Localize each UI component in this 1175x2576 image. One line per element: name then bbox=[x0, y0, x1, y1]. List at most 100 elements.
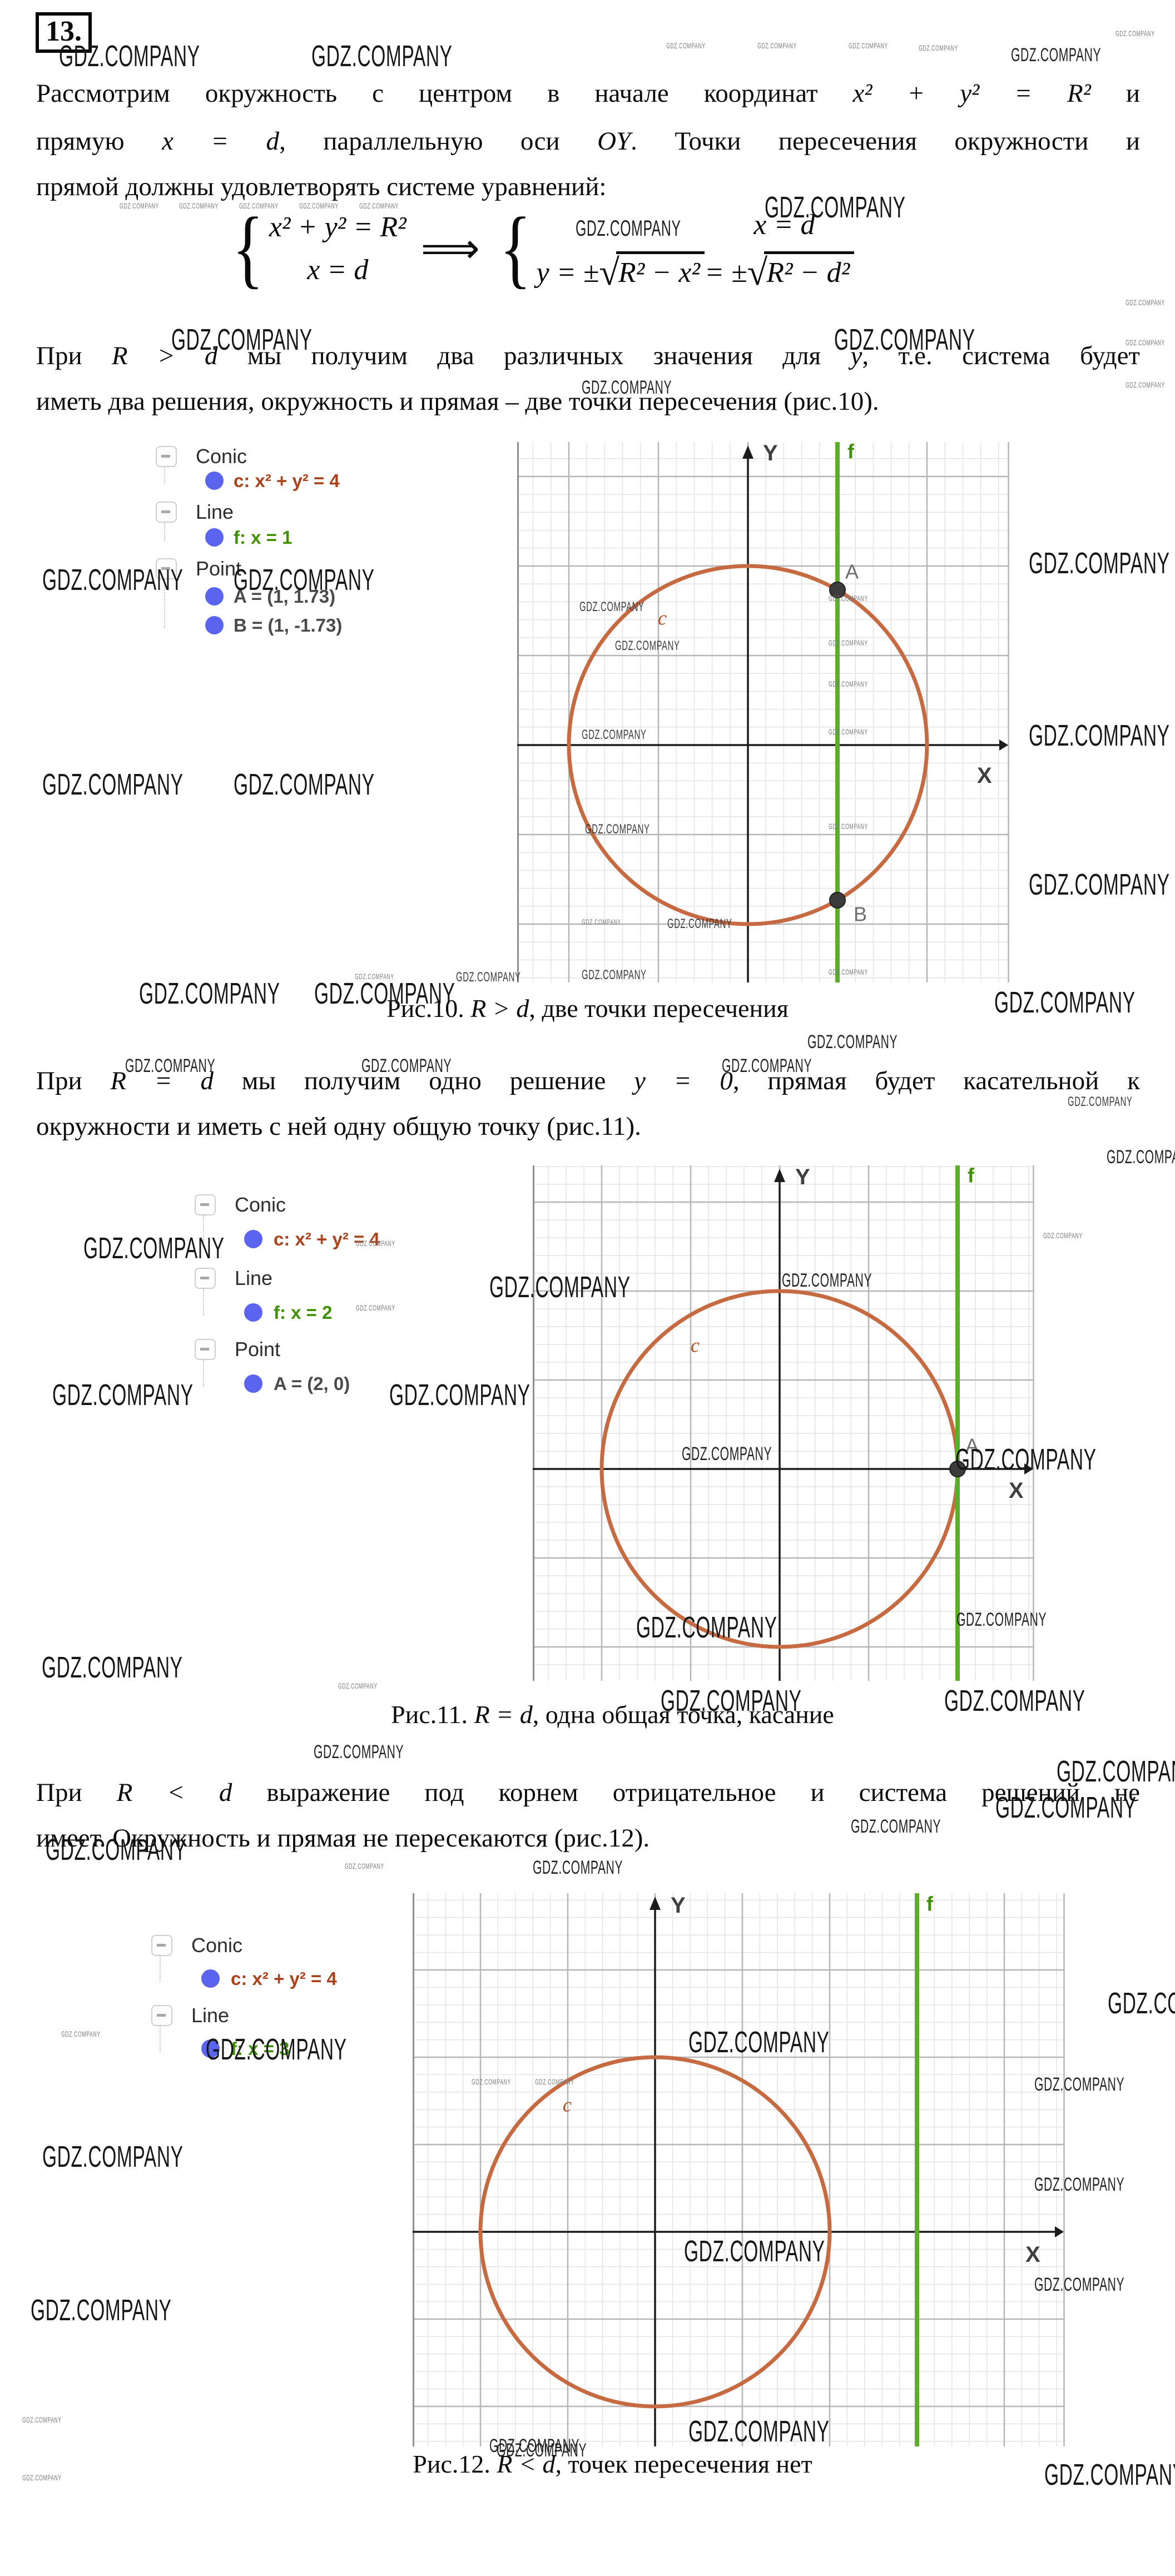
body-text: , точек пересечения нет bbox=[555, 2450, 812, 2478]
watermark: GDZ.COMPANY bbox=[582, 377, 672, 398]
equation-right-row1: GDZ.COMPANY x = d bbox=[576, 209, 815, 241]
math-text: R < d bbox=[497, 2450, 556, 2478]
legend-collapse-minus-icon bbox=[151, 2005, 172, 2026]
watermark: GDZ.COMPANY bbox=[1044, 2458, 1175, 2491]
body-text: прямую bbox=[36, 127, 162, 156]
legend-collapse-minus-icon bbox=[156, 446, 177, 467]
plot-label-f: f bbox=[968, 1165, 975, 1187]
watermark: GDZ.COMPANY bbox=[31, 2294, 172, 2327]
p3-line1: При R = d мы получим одно решение y = 0,… bbox=[36, 1065, 1140, 1097]
watermark: GDZ.COMPANY bbox=[829, 727, 868, 736]
caption-fig10: Рис.10. R > d, две точки пересечения bbox=[0, 993, 1175, 1024]
watermark: GDZ.COMPANY bbox=[955, 1443, 1097, 1476]
math-text: x² + y² = R² bbox=[852, 79, 1091, 108]
body-text: мы получим одно решение bbox=[213, 1066, 634, 1095]
intersection-point bbox=[829, 892, 846, 909]
watermark: GDZ.COMPANY bbox=[1029, 868, 1170, 901]
watermark: GDZ.COMPANY bbox=[851, 1816, 941, 1837]
legend-marble-icon bbox=[201, 2039, 220, 2058]
legend-marble-icon bbox=[205, 528, 224, 547]
watermark: GDZ.COMPANY bbox=[666, 41, 706, 50]
body-text: , т.е. система будет bbox=[862, 341, 1140, 370]
plot-label-f: f bbox=[847, 442, 855, 463]
legend-section-header: Conic bbox=[235, 1193, 286, 1216]
math-text: R = d bbox=[110, 1066, 214, 1095]
watermark: GDZ.COMPANY bbox=[61, 2029, 101, 2038]
watermark: GDZ.COMPANY bbox=[1126, 298, 1165, 307]
legend-marble-icon bbox=[205, 616, 224, 634]
watermark: GDZ.COMPANY bbox=[42, 768, 184, 801]
watermark: GDZ.COMPANY bbox=[46, 1833, 187, 1867]
legend-item: c: x² + y² = 4 bbox=[231, 1968, 337, 1989]
watermark: GDZ.COMPANY bbox=[533, 1857, 623, 1878]
watermark: GDZ.COMPANY bbox=[944, 1684, 1085, 1718]
legend-item: A = (1, 1.73) bbox=[234, 586, 336, 607]
watermark: GDZ.COMPANY bbox=[615, 638, 680, 653]
legend-tree-line bbox=[160, 2026, 161, 2052]
legend-item: A = (2, 0) bbox=[274, 1373, 350, 1394]
watermark: GDZ.COMPANY bbox=[579, 599, 644, 614]
legend-collapse-minus-icon bbox=[156, 502, 177, 523]
plot-label-A: A bbox=[965, 1434, 979, 1457]
plot-label-Y: Y bbox=[763, 442, 778, 465]
watermark: GDZ.COMPANY bbox=[179, 201, 219, 210]
watermark: GDZ.COMPANY bbox=[234, 563, 375, 597]
legend-tree-line bbox=[164, 579, 165, 628]
watermark: GDZ.COMPANY bbox=[22, 2415, 62, 2424]
watermark: GDZ.COMPANY bbox=[688, 2415, 830, 2448]
body-text: При bbox=[36, 341, 112, 370]
body-text: окружности и иметь с ней одну общую точк… bbox=[36, 1112, 641, 1141]
legend-collapse-minus-icon bbox=[195, 1268, 216, 1289]
watermark: GDZ.COMPANY bbox=[1043, 1231, 1083, 1240]
radical-sign: √ bbox=[599, 252, 619, 293]
legend-marble-icon bbox=[244, 1230, 262, 1248]
legend-item: f: x = 3 bbox=[231, 2038, 290, 2059]
watermark: GDZ.COMPANY bbox=[355, 972, 394, 981]
watermark: GDZ.COMPANY bbox=[1057, 1755, 1175, 1788]
watermark: GDZ.COMPANY bbox=[684, 2235, 825, 2268]
watermark: GDZ.COMPANY bbox=[125, 1055, 216, 1076]
watermark: GDZ.COMPANY bbox=[829, 967, 868, 976]
legend-tree-line bbox=[203, 1215, 204, 1242]
watermark: GDZ.COMPANY bbox=[956, 1609, 1047, 1630]
watermark: GDZ.COMPANY bbox=[1115, 29, 1155, 38]
legend-marble-icon bbox=[244, 1303, 262, 1322]
watermark: GDZ.COMPANY bbox=[834, 323, 975, 356]
watermark: GDZ.COMPANY bbox=[22, 2473, 62, 2482]
watermark: GDZ.COMPANY bbox=[667, 916, 732, 931]
watermark: GDZ.COMPANY bbox=[585, 822, 650, 837]
equation-left-row2: x = d bbox=[307, 254, 369, 286]
watermark: GDZ.COMPANY bbox=[807, 1031, 898, 1053]
plot-label-f: f bbox=[926, 1893, 934, 1915]
math-text: OY bbox=[597, 127, 631, 156]
watermark: GDZ.COMPANY bbox=[83, 1232, 225, 1265]
watermark: GDZ.COMPANY bbox=[206, 2033, 347, 2066]
problem-number-badge: 13. bbox=[36, 12, 92, 53]
body-text: Рассмотрим окружность с центром в начале… bbox=[36, 79, 853, 108]
plot-label-X: X bbox=[977, 763, 992, 788]
legend-marble-icon bbox=[205, 587, 224, 605]
equation-left-row1: x² + y² = R² bbox=[269, 211, 406, 243]
watermark: GDZ.COMPANY bbox=[1107, 1146, 1175, 1168]
watermark: GDZ.COMPANY bbox=[682, 1443, 772, 1465]
caption-fig12: Рис.12. R < d, точек пересечения нет bbox=[50, 2449, 1175, 2480]
body-text: Рис.11. bbox=[391, 1700, 474, 1729]
body-text: , параллельную оси bbox=[279, 127, 598, 156]
watermark: GDZ.COMPANY bbox=[314, 1741, 404, 1763]
math-text: R > d bbox=[470, 994, 529, 1023]
watermark: GDZ.COMPANY bbox=[345, 1862, 384, 1870]
watermark: GDZ.COMPANY bbox=[661, 1684, 802, 1718]
watermark: GDZ.COMPANY bbox=[829, 594, 868, 603]
body-text: , прямая будет касательной к bbox=[732, 1066, 1140, 1095]
math-text: x = d bbox=[162, 127, 280, 156]
watermark: GDZ.COMPANY bbox=[42, 1651, 183, 1684]
legend-section-header: Conic bbox=[196, 445, 247, 468]
legend-section-header: Conic bbox=[191, 1934, 243, 1957]
legend-collapse-minus-icon bbox=[156, 558, 177, 579]
watermark: GDZ.COMPANY bbox=[1034, 2074, 1125, 2095]
watermark: GDZ.COMPANY bbox=[688, 2026, 830, 2059]
watermark: GDZ.COMPANY bbox=[59, 39, 200, 73]
legend-tree-line bbox=[203, 1360, 204, 1387]
body-text: Рис.10. bbox=[386, 994, 471, 1023]
